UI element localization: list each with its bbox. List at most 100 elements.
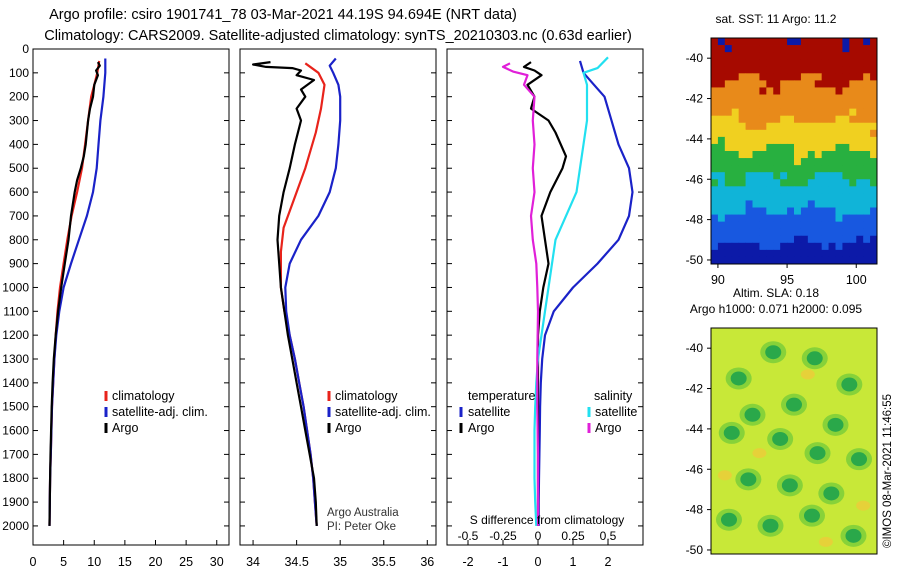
sst-cell	[794, 186, 802, 194]
sst-cell	[849, 151, 857, 159]
annotation-pi: PI: Peter Oke	[327, 521, 396, 533]
sst-cell	[814, 200, 823, 208]
sst-cell	[821, 179, 829, 187]
sst-cell	[807, 172, 816, 180]
sst-cell	[856, 115, 864, 124]
sst-cell	[807, 242, 816, 251]
sst-cell	[717, 235, 726, 244]
sst-cell	[773, 214, 781, 223]
sst-cell	[835, 45, 843, 53]
sst-cell	[780, 59, 788, 67]
sst-cell	[835, 207, 843, 215]
sst-cell	[773, 136, 781, 145]
sst-cell	[835, 235, 843, 244]
sst-cell	[766, 115, 774, 124]
sst-cell	[766, 52, 774, 60]
sst-cell	[814, 73, 823, 81]
sst-cell	[738, 115, 746, 124]
sst-cell	[738, 80, 746, 88]
sst-cell	[780, 115, 788, 124]
sst-cell	[780, 235, 788, 244]
sst-cell	[759, 143, 767, 152]
sst-cell	[752, 38, 760, 46]
sst-cell	[787, 80, 795, 88]
sst-cell	[814, 193, 823, 201]
sst-cell	[759, 73, 767, 81]
sst-cell	[814, 207, 823, 215]
y-tick-label: 2000	[2, 519, 29, 533]
sst-cell	[800, 122, 809, 131]
sst-cell	[731, 172, 740, 180]
sst-cell	[766, 186, 774, 194]
sst-cell	[821, 38, 829, 46]
y-tick-label: 600	[9, 185, 29, 199]
sst-cell	[849, 143, 857, 152]
legend-temperature-title: temperature	[468, 389, 535, 403]
sst-cell	[766, 207, 774, 215]
sst-cell	[759, 193, 767, 201]
sst-cell	[773, 186, 781, 194]
sst-cell	[717, 129, 726, 138]
sst-cell	[731, 228, 740, 237]
sst-cell	[773, 151, 781, 159]
sst-cell	[870, 186, 878, 194]
sst-cell	[814, 179, 823, 187]
sla-blob	[786, 397, 802, 412]
legend-sal-satellite: satellite	[595, 405, 637, 419]
sst-cell	[759, 59, 767, 67]
sst-cell	[821, 129, 829, 138]
sst-cell	[863, 200, 871, 208]
sst-cell	[766, 143, 774, 152]
sst-cell	[738, 52, 746, 60]
sst-cell	[787, 221, 795, 230]
sst-cell	[724, 129, 733, 138]
sst-cell	[870, 136, 878, 145]
sst-cell	[759, 158, 767, 166]
sst-cell	[863, 52, 871, 60]
sst-cell	[863, 136, 871, 145]
sst-cell	[738, 193, 746, 201]
sst-cell	[814, 221, 823, 230]
sla-blob	[841, 377, 858, 392]
sst-cell	[745, 151, 753, 159]
sst-cell	[731, 108, 740, 117]
sst-cell	[828, 207, 836, 215]
legend-argo: Argo	[112, 421, 138, 435]
sst-cell	[842, 256, 850, 265]
sst-cell	[711, 115, 719, 124]
sst-cell	[870, 207, 878, 215]
sst-cell	[717, 101, 726, 110]
sst-cell	[870, 214, 878, 223]
sst-cell	[766, 94, 774, 102]
sst-cell	[849, 59, 857, 67]
sla-title-line2: Argo h1000: 0.071 h2000: 0.095	[690, 302, 862, 316]
sst-cell	[807, 52, 816, 60]
copyright-stamp: ©IMOS 08-Mar-2021 11:46:55	[882, 394, 894, 548]
sst-cell	[759, 129, 767, 138]
sst-cell	[863, 45, 871, 53]
sst-cell	[807, 207, 816, 215]
sst-cell	[821, 80, 829, 88]
y-tick-label: 300	[9, 114, 29, 128]
sst-cell	[759, 45, 767, 53]
sst-cell	[849, 256, 857, 265]
sst-cell	[745, 108, 753, 117]
sst-cell	[787, 87, 795, 95]
sst-cell	[711, 193, 719, 201]
sst-cell	[773, 80, 781, 88]
sst-cell	[821, 94, 829, 102]
sst-cell	[842, 38, 850, 46]
sst-cell	[773, 87, 781, 95]
x-tick-label: 10	[87, 555, 101, 569]
temperature-panel: 0100200300400500600700800900100011001200…	[2, 42, 230, 569]
sst-cell	[745, 186, 753, 194]
sst-cell	[759, 221, 767, 230]
sst-cell	[731, 52, 740, 60]
sst-cell	[711, 73, 719, 81]
sst-cell	[731, 186, 740, 194]
legend-temp-satellite: satellite	[468, 405, 510, 419]
sst-cell	[780, 108, 788, 117]
sst-cell	[794, 179, 802, 187]
x-tick-label: 15	[118, 555, 132, 569]
sst-cell	[787, 165, 795, 173]
